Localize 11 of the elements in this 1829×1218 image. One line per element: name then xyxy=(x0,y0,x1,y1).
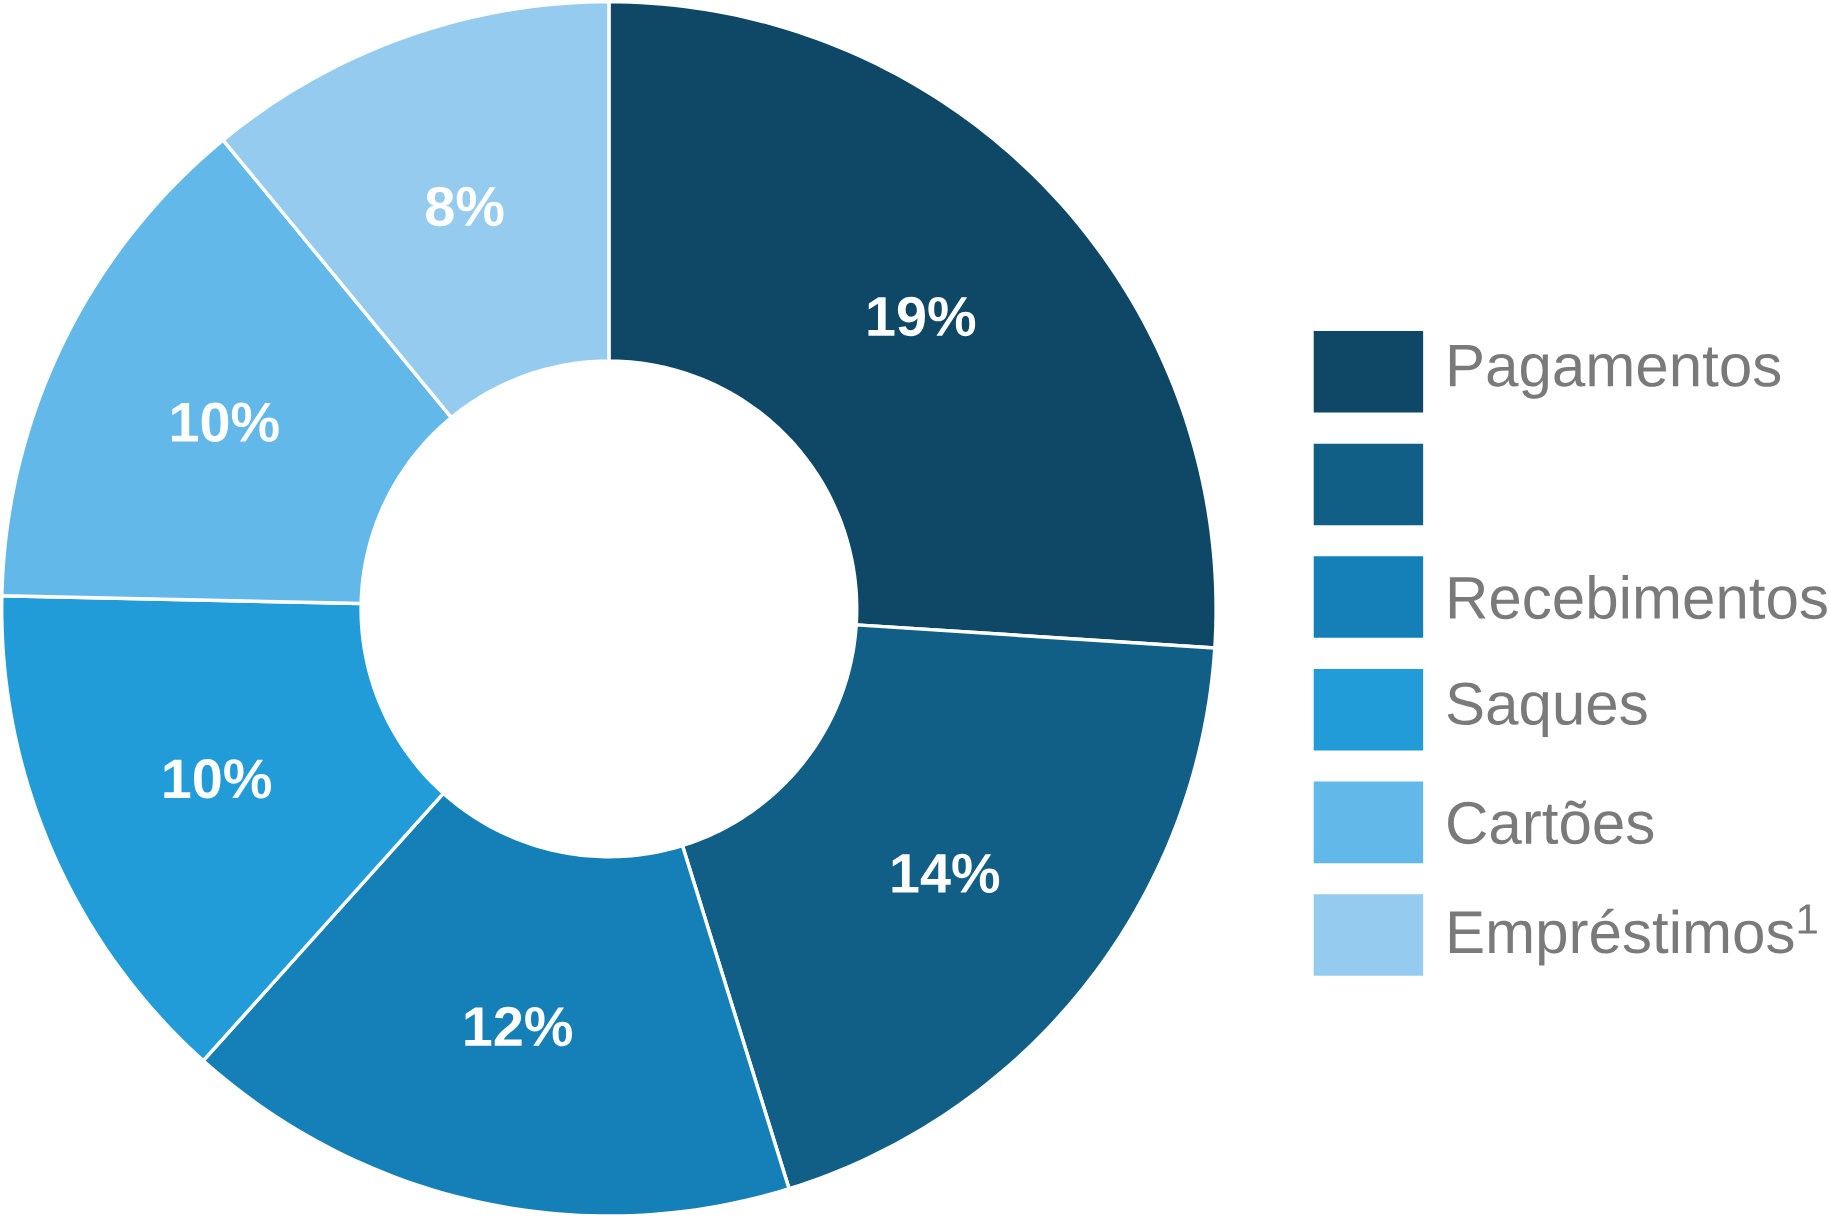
data-label: 19% xyxy=(868,296,976,337)
data-label: 8% xyxy=(426,186,504,227)
legend-label: Pagamentos xyxy=(1449,345,1781,399)
legend-label: Cartões xyxy=(1448,800,1654,845)
data-label: 10% xyxy=(171,402,279,443)
data-label: 14% xyxy=(892,853,1000,894)
legend-label: Saques xyxy=(1447,682,1647,738)
legend-label: Empréstimos$^{1}$ xyxy=(1449,904,1817,966)
legend-label: Recebimentos xyxy=(1449,575,1827,620)
data-label: 12% xyxy=(465,1006,572,1047)
data-label: 10% xyxy=(164,759,271,799)
